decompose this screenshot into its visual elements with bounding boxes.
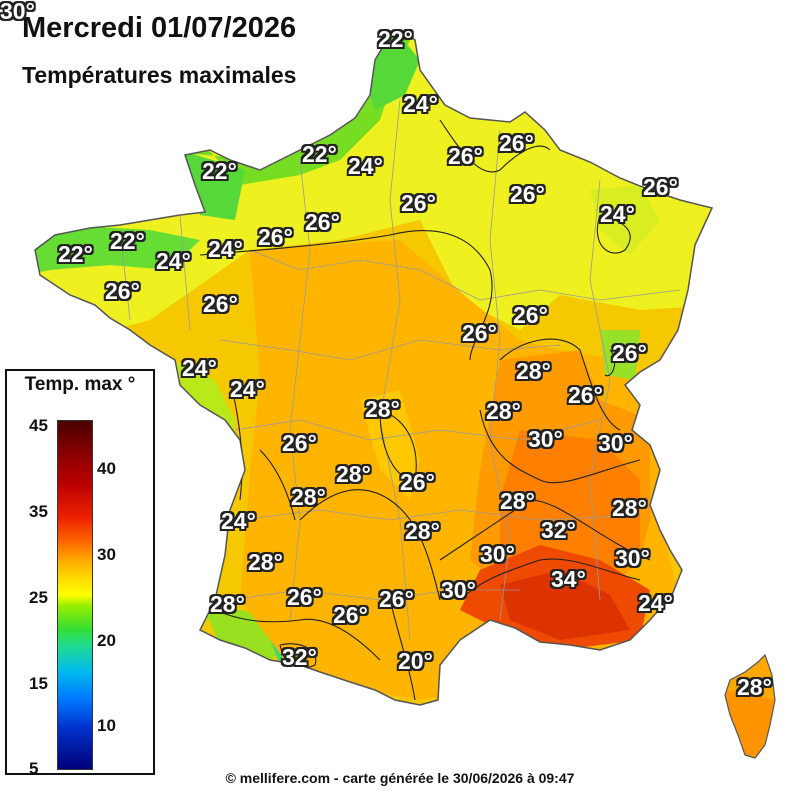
corsica-temperature-field [725, 655, 775, 758]
temperature-label-bretagne-nord: 22° [202, 158, 237, 184]
temperature-label-normandie: 24° [348, 153, 383, 179]
temperature-label-lorraine: 26° [510, 181, 545, 207]
temperature-label-ile-de-france: 26° [401, 190, 436, 216]
temperature-label-rhone: 28° [516, 358, 551, 384]
temperature-label-isere: 28° [486, 398, 521, 424]
legend-tick: 35 [29, 502, 48, 521]
temperature-label-aude: 28° [737, 674, 772, 700]
temperature-label-mayenne: 24° [600, 201, 635, 227]
temperature-label-ille-et-vilaine: 24° [156, 248, 191, 274]
temperature-label-bouches-du-rhone: 34° [551, 566, 586, 592]
temperature-label-tarn: 28° [210, 591, 245, 617]
legend-tick: 25 [29, 588, 48, 607]
temperature-label-normandie-cote: 22° [302, 141, 337, 167]
legend-tick: 40 [97, 459, 116, 478]
legend-tick: 10 [97, 716, 116, 735]
legend-tick: 30 [97, 545, 116, 564]
temperature-label-limousin: 26° [282, 430, 317, 456]
france-outline [34, 29, 714, 706]
temperature-label-hautes-alpes: 30° [598, 430, 633, 456]
temperature-label-ardeche: 28° [405, 518, 440, 544]
temperature-label-lot: 28° [248, 549, 283, 575]
temperature-label-haute-normandie: 24° [403, 91, 438, 117]
temperature-label-bourgogne: 26° [513, 302, 548, 328]
temperature-label-cotentin: 22° [378, 26, 413, 52]
temperature-label-vendee: 24° [230, 376, 265, 402]
legend: Temp. max ° 45 35 25 15 5 40 30 20 10 [5, 369, 155, 778]
temperature-label-pyrenees-atlantiques: 20° [398, 648, 433, 674]
legend-title: Temp. max ° [24, 374, 136, 395]
temperature-label-corse: 30° [0, 0, 35, 24]
temperature-label-vosges: 26° [105, 278, 140, 304]
temperature-label-correze: 28° [336, 461, 371, 487]
legend-color-bar [57, 420, 93, 770]
temperature-label-gers: 26° [333, 602, 368, 628]
temperature-label-herault: 30° [441, 577, 476, 603]
temperature-label-drome: 30° [528, 426, 563, 452]
temperature-label-pays-de-la-loire: 26° [462, 320, 497, 346]
temperature-label-landes: 26° [287, 584, 322, 610]
temperature-label-centre-nord: 26° [305, 209, 340, 235]
temperature-label-champagne-ardenne: 26° [448, 143, 483, 169]
temperature-label-alsace: 26° [643, 174, 678, 200]
department-borders [119, 99, 681, 641]
temperature-label-cotes-darmor: 22° [110, 228, 145, 254]
temperature-label-bretagne-centre: 24° [208, 236, 243, 262]
temperature-label-ardennes: 26° [499, 130, 534, 156]
temperature-label-alpes-maritimes: 30° [615, 545, 650, 571]
temperature-label-vaucluse: 32° [541, 517, 576, 543]
corsica-outline [724, 653, 776, 759]
temperature-label-dordogne: 28° [291, 484, 326, 510]
temperature-label-charente: 26° [568, 382, 603, 408]
temperature-label-alpes-haute-provence: 28° [612, 495, 647, 521]
temperature-label-haute-savoie: 24° [182, 355, 217, 381]
temperature-label-finistere: 22° [58, 241, 93, 267]
temperature-label-morbihan: 26° [203, 291, 238, 317]
temperature-label-gironde: 24° [221, 508, 256, 534]
temperature-label-lot-et-garonne: 26° [379, 586, 414, 612]
temperature-label-savoie: 28° [365, 396, 400, 422]
legend-tick: 15 [29, 674, 48, 693]
temperature-label-franche-comte: 26° [612, 340, 647, 366]
map-title: Mercredi 01/07/2026 [22, 12, 297, 44]
temperature-label-normandie-sud: 26° [258, 224, 293, 250]
legend-tick: 5 [29, 759, 39, 778]
legend-tick: 45 [29, 416, 48, 435]
map-subtitle: Températures maximales [22, 62, 297, 88]
temperature-label-gard: 30° [480, 541, 515, 567]
isotherm-lines [194, 119, 651, 701]
legend-tick: 20 [97, 631, 116, 650]
temperature-label-pyrenees-atlantiques-cote: 24° [638, 590, 673, 616]
temperature-label-gironde-est: 28° [500, 488, 535, 514]
temperature-label-cantal: 26° [400, 469, 435, 495]
footer-credit: © mellifere.com - carte générée le 30/06… [225, 770, 575, 786]
temperature-label-var: 32° [282, 644, 317, 670]
